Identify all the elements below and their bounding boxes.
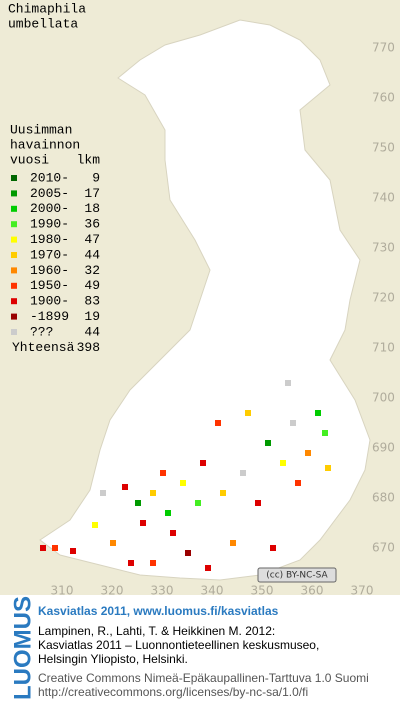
legend-swatch <box>11 267 17 274</box>
license-badge: (cc) BY-NC-SA <box>257 567 337 583</box>
license-line: http://creativecommons.org/licenses/by-n… <box>38 685 308 699</box>
x-tick-label: 370 <box>351 584 374 598</box>
legend-count: 36 <box>84 217 100 232</box>
citation-line: Helsingin Yliopisto, Helsinki. <box>38 652 188 666</box>
legend-swatch <box>11 252 17 258</box>
y-tick-label: 730 <box>372 241 395 255</box>
y-tick-label: 770 <box>372 41 395 55</box>
legend-label: 1900- <box>30 294 69 309</box>
y-tick-label: 710 <box>372 341 395 355</box>
y-tick-label: 750 <box>372 141 395 155</box>
legend-label: 1950- <box>30 278 69 293</box>
x-tick-label: 320 <box>101 584 124 598</box>
license-badge-text: (cc) BY-NC-SA <box>266 571 328 581</box>
legend-label: -1899 <box>30 309 69 324</box>
legend-count: 18 <box>84 201 100 216</box>
legend-label: ??? <box>30 324 53 339</box>
legend-count: 49 <box>84 278 100 293</box>
legend-total-label: Yhteensä <box>12 340 75 355</box>
y-tick-label: 700 <box>372 391 395 405</box>
legend-count-header: lkm <box>77 152 101 167</box>
legend-swatch <box>11 282 17 289</box>
finland-outline <box>39 19 371 581</box>
legend-label: 2010- <box>30 170 69 185</box>
legend-title: Uusimman <box>10 122 72 137</box>
legend-count: 32 <box>84 263 100 278</box>
legend-count: 19 <box>84 309 100 324</box>
legend-title: havainnon <box>10 137 80 152</box>
x-tick-label: 330 <box>151 584 174 598</box>
title-line: umbellata <box>8 16 78 31</box>
legend-count: 47 <box>84 232 100 247</box>
y-tick-label: 690 <box>372 441 395 455</box>
footer-link: Kasviatlas 2011, www.luomus.fi/kasviatla… <box>38 604 279 618</box>
y-tick-label: 670 <box>372 541 395 555</box>
license-line: Creative Commons Nimeä-Epäkaupallinen-Ta… <box>38 671 369 685</box>
legend-swatch <box>11 313 17 320</box>
x-tick-label: 360 <box>301 584 324 598</box>
legend-total-count: 398 <box>77 340 100 355</box>
legend-swatch <box>11 329 17 335</box>
legend-swatch <box>11 298 17 305</box>
y-tick-label: 680 <box>372 491 395 505</box>
x-tick-label: 340 <box>201 584 224 598</box>
logo: LUOMUS <box>9 596 36 700</box>
legend-swatch <box>11 236 17 243</box>
legend-swatch <box>11 190 17 197</box>
y-tick-label: 760 <box>372 91 395 105</box>
x-tick-label: 310 <box>51 584 74 598</box>
y-tick-label: 720 <box>372 291 395 305</box>
legend-count: 44 <box>84 247 100 262</box>
legend-count: 44 <box>84 324 100 339</box>
legend-label: 1970- <box>30 247 69 262</box>
legend-count: 9 <box>92 170 100 185</box>
x-tick-label: 350 <box>251 584 274 598</box>
legend-swatch <box>11 175 17 181</box>
legend-label: 2000- <box>30 201 69 216</box>
citation-line: Lampinen, R., Lahti, T. & Heikkinen M. 2… <box>38 624 275 638</box>
legend-label: 2005- <box>30 186 69 201</box>
title-line: Chimaphila <box>8 1 86 16</box>
legend-count: 83 <box>84 294 100 309</box>
legend-count: 17 <box>84 186 100 201</box>
record-squares <box>40 380 331 571</box>
legend-title: vuosi <box>10 152 49 167</box>
y-tick-label: 740 <box>372 191 395 205</box>
legend-label: 1960- <box>30 263 69 278</box>
axis-ticks: 770 760 750 740 730 720 710 700 690 680 670 310 320 3… <box>51 41 395 598</box>
citation-line: Kasviatlas 2011 – Luonnontieteellinen ke… <box>38 638 319 652</box>
legend-label: 1980- <box>30 232 69 247</box>
legend-swatch <box>11 205 17 212</box>
legend-label: 1990- <box>30 217 69 232</box>
legend-swatch <box>11 221 17 228</box>
